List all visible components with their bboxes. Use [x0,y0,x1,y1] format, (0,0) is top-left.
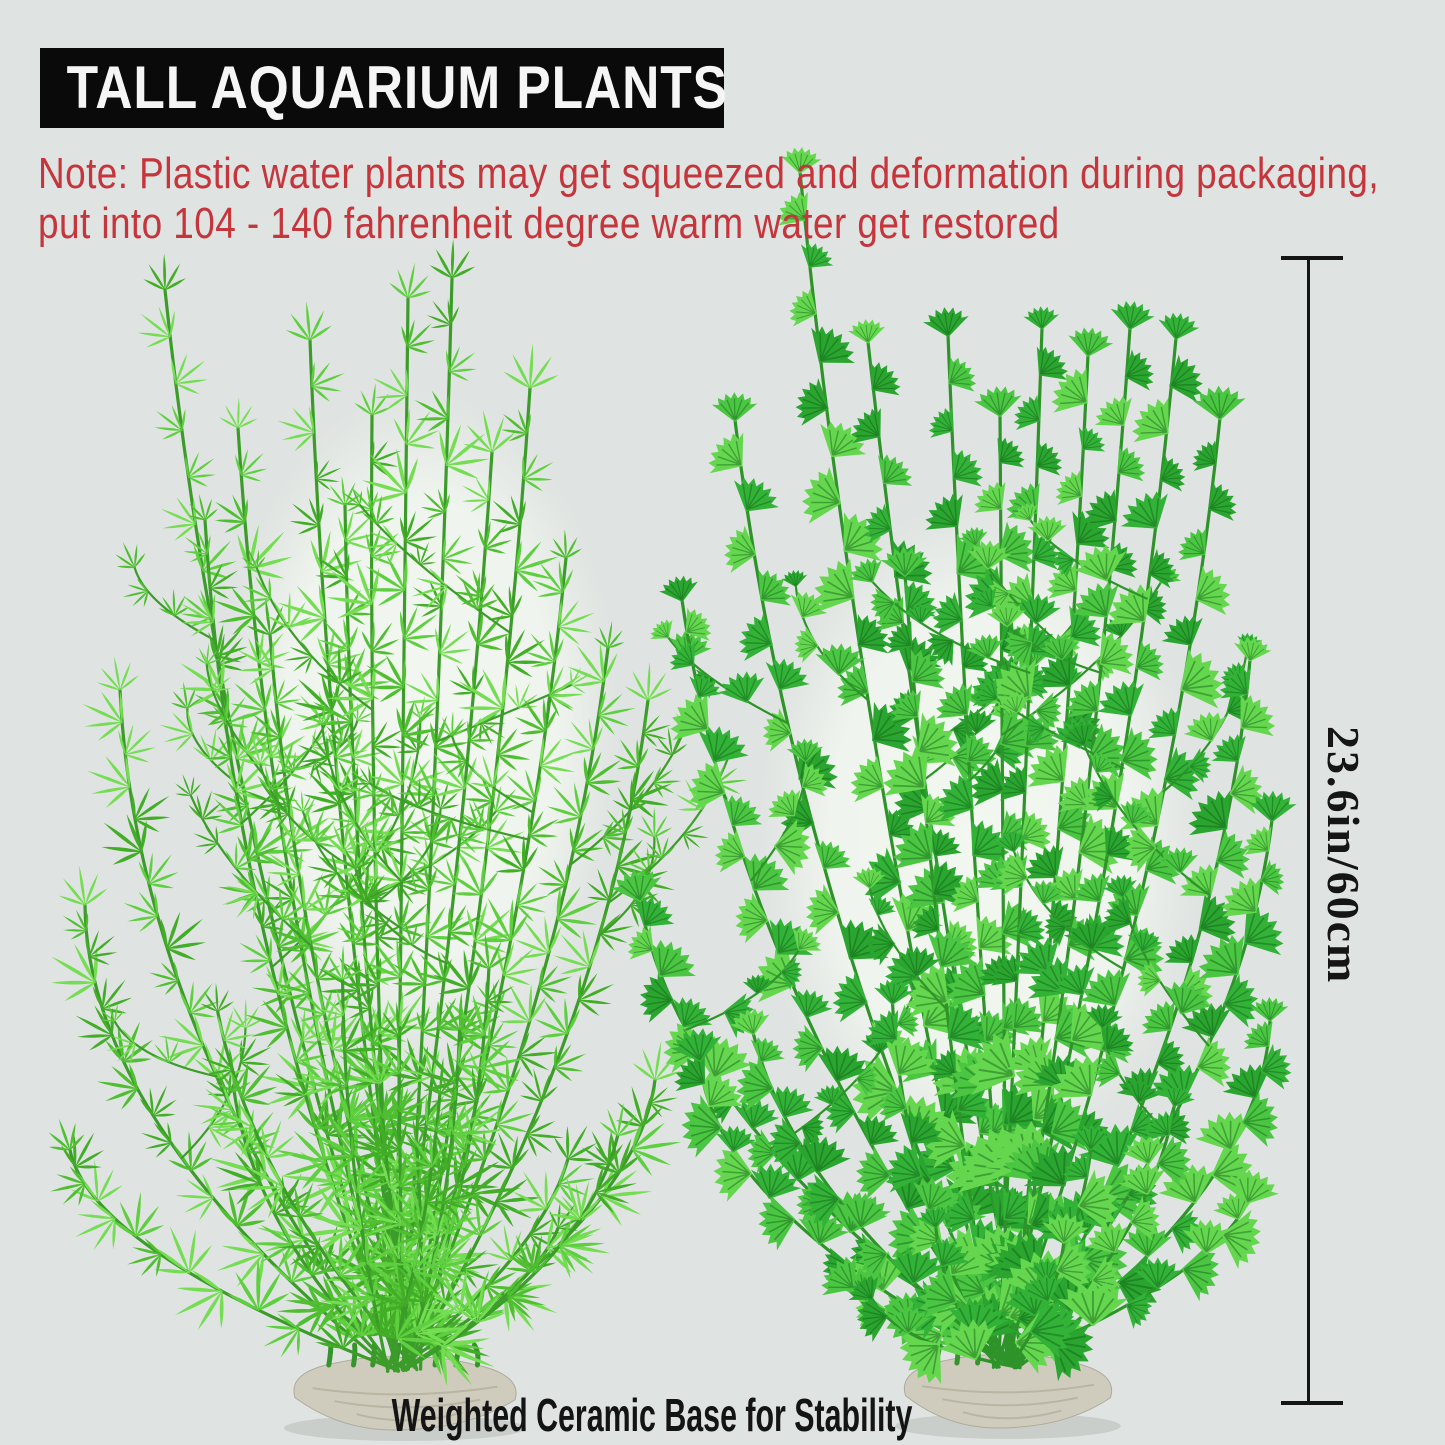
height-measurement: 23.6in/60cm [1281,256,1369,1405]
measurement-line [1307,258,1310,1403]
page-title: TALL AQUARIUM PLANTS [66,54,728,121]
packaging-note: Note: Plastic water plants may get squee… [38,149,1379,249]
base-caption-text: Weighted Ceramic Base for Stability [391,1389,913,1441]
title-banner: TALL AQUARIUM PLANTS [40,48,727,128]
right-aquarium-plant [607,145,1298,1439]
base-caption: Weighted Ceramic Base for Stability [257,1390,1046,1440]
measurement-bottom-cap [1281,1401,1343,1405]
measurement-label: 23.6in/60cm [1318,726,1369,985]
note-line-2: put into 104 - 140 fahrenheit degree war… [38,199,1060,248]
note-line-1: Note: Plastic water plants may get squee… [38,149,1380,198]
left-aquarium-plant [34,237,751,1441]
measurement-top-cap [1281,256,1343,260]
